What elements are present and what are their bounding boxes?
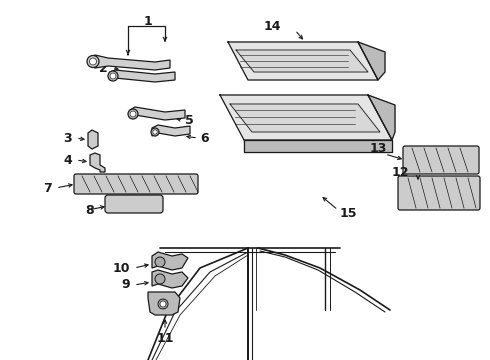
Polygon shape <box>152 125 190 136</box>
Text: 1: 1 <box>144 15 152 28</box>
Polygon shape <box>358 42 385 80</box>
Text: 13: 13 <box>370 141 388 154</box>
Text: 9: 9 <box>122 279 130 292</box>
Text: 2: 2 <box>99 62 108 75</box>
Polygon shape <box>110 70 175 82</box>
Polygon shape <box>236 50 368 72</box>
Text: 15: 15 <box>340 207 358 220</box>
Polygon shape <box>368 95 395 140</box>
Polygon shape <box>152 252 188 270</box>
Circle shape <box>110 73 116 79</box>
FancyBboxPatch shape <box>74 174 198 194</box>
FancyBboxPatch shape <box>105 195 163 213</box>
Polygon shape <box>152 270 188 288</box>
Polygon shape <box>88 130 98 149</box>
Text: 7: 7 <box>43 181 52 194</box>
Text: 5: 5 <box>185 113 194 126</box>
Polygon shape <box>130 107 185 120</box>
Circle shape <box>155 257 165 267</box>
FancyBboxPatch shape <box>398 176 480 210</box>
Circle shape <box>155 274 165 284</box>
Text: 3: 3 <box>63 131 72 144</box>
Polygon shape <box>228 42 378 80</box>
Text: 10: 10 <box>113 261 130 274</box>
Polygon shape <box>90 55 170 70</box>
Text: 6: 6 <box>200 131 209 144</box>
Text: 12: 12 <box>392 166 410 179</box>
Circle shape <box>158 299 168 309</box>
Circle shape <box>108 71 118 81</box>
Polygon shape <box>244 140 392 152</box>
Circle shape <box>128 109 138 119</box>
Text: 8: 8 <box>85 203 94 216</box>
Polygon shape <box>220 95 392 140</box>
Circle shape <box>151 128 159 136</box>
Circle shape <box>153 130 157 134</box>
Circle shape <box>90 58 97 65</box>
Circle shape <box>130 111 136 117</box>
Text: 11: 11 <box>156 332 174 345</box>
Polygon shape <box>230 104 380 132</box>
Polygon shape <box>148 292 180 315</box>
Text: 4: 4 <box>63 153 72 166</box>
FancyBboxPatch shape <box>403 146 479 174</box>
Circle shape <box>160 301 166 307</box>
Text: 14: 14 <box>263 20 281 33</box>
Polygon shape <box>90 153 105 172</box>
Circle shape <box>87 55 99 68</box>
